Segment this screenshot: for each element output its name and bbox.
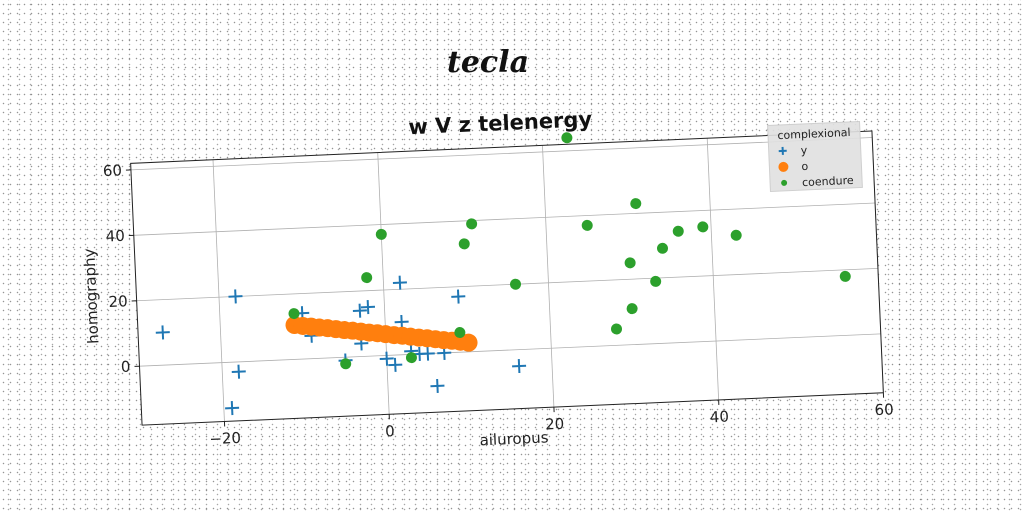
legend-label: coendure (802, 174, 854, 189)
data-point-green (697, 221, 709, 233)
x-tick-label: 40 (709, 408, 729, 427)
x-gridline (377, 152, 390, 415)
data-point-plus (420, 346, 435, 361)
data-point-plus (352, 303, 367, 318)
data-point-plus (379, 351, 394, 366)
data-point-plus (155, 325, 170, 340)
axes-frame (130, 130, 884, 426)
data-point-green (630, 198, 642, 210)
data-point-green (730, 229, 742, 241)
x-tick-label: 0 (385, 422, 395, 440)
y-axis-label: homography (80, 248, 102, 344)
data-point-green (466, 218, 478, 230)
data-point-plus (360, 300, 376, 315)
data-point-green (375, 228, 387, 240)
legend-entry: coendure (781, 174, 854, 189)
legend-swatch (778, 161, 789, 172)
y-gridline (139, 333, 881, 367)
figure-title: tecla (447, 45, 529, 80)
data-point-green (288, 308, 300, 320)
data-point-green (656, 242, 668, 254)
data-point-plus (228, 289, 243, 304)
y-tick-label: 0 (121, 358, 131, 376)
axis-ticks: −20 0 20 40 60 0 20 40 60 (102, 161, 894, 448)
data-point-plus (512, 358, 527, 374)
data-point-green (510, 278, 522, 290)
data-point-plus (388, 357, 403, 372)
data-point-green (340, 358, 352, 370)
x-gridline (542, 145, 555, 408)
x-gridline (212, 159, 225, 422)
legend-title: complexional (777, 126, 851, 142)
data-point-orange (459, 333, 478, 352)
y-gridline (133, 202, 876, 236)
x-tick-label: 60 (874, 400, 894, 419)
data-point-plus (451, 289, 466, 304)
data-point-green (611, 323, 623, 335)
data-point-green (581, 219, 593, 231)
x-tick-label: 20 (545, 415, 565, 434)
data-point-green (561, 132, 573, 144)
data-point-green (624, 257, 636, 269)
legend-label: o (801, 160, 809, 173)
data-point-green (650, 275, 662, 287)
y-tick-label: 60 (102, 161, 122, 180)
data-point-plus (392, 275, 407, 290)
data-point-plus (430, 378, 445, 394)
y-gridline (130, 137, 873, 171)
legend-swatch (781, 179, 788, 186)
data-point-green (458, 238, 470, 250)
legend-box (767, 120, 863, 192)
x-tick-label: −20 (209, 429, 241, 448)
data-point-green (839, 270, 851, 282)
x-axis-label: ailuropus (479, 428, 549, 449)
grid (130, 130, 884, 422)
x-gridline (706, 138, 720, 400)
data-point-plus (225, 401, 240, 416)
data-point-plus (394, 314, 409, 330)
y-tick-label: 20 (108, 292, 128, 311)
data-marks (155, 132, 851, 416)
legend-entry: o (778, 160, 809, 173)
data-point-green (405, 352, 417, 364)
axes-background (130, 130, 884, 426)
legend-entry: y (778, 144, 808, 157)
y-tick-label: 40 (105, 227, 125, 246)
data-point-green (672, 225, 684, 237)
y-gridline (136, 268, 878, 302)
data-point-green (361, 272, 373, 284)
legend-label: y (800, 144, 808, 157)
data-point-plus (231, 364, 246, 379)
data-point-green (454, 327, 466, 339)
data-point-green (626, 303, 638, 315)
